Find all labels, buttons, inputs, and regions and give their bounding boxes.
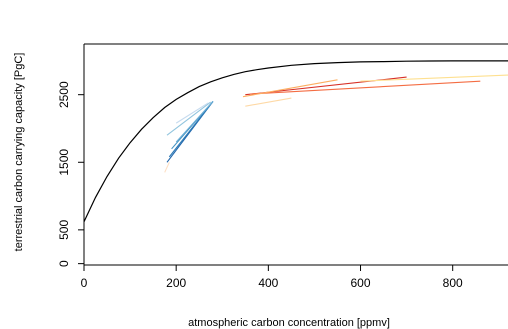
x-tick-label-0: 0 xyxy=(81,276,88,290)
series-line-9 xyxy=(242,79,338,98)
x-tick-label-2: 400 xyxy=(258,276,278,290)
series-line-11 xyxy=(245,97,292,107)
y-tick-label-0: 0 xyxy=(57,260,71,267)
y-tick-label-1: 500 xyxy=(57,220,71,240)
series-line-8 xyxy=(249,80,481,95)
series-line-5 xyxy=(175,102,209,124)
y-tick-label-2: 1500 xyxy=(57,149,71,176)
series-line-6 xyxy=(164,162,170,173)
capacity-curve xyxy=(83,60,508,222)
series-line-10 xyxy=(360,74,508,82)
x-tick-label-3: 600 xyxy=(351,276,371,290)
series-line-3 xyxy=(175,101,214,143)
x-tick-label-4: 800 xyxy=(443,276,463,290)
series-line-1 xyxy=(168,101,214,158)
series-line-4 xyxy=(166,101,212,136)
x-axis-title: atmospheric carbon concentration [ppmv] xyxy=(188,317,390,329)
y-tick-label-3: 2500 xyxy=(57,81,71,108)
y-axis-title: terrestrial carbon carrying capacity [Pg… xyxy=(13,53,25,252)
plot-marks xyxy=(83,60,508,222)
axes: 0 200 400 600 800 0 500 1500 2500 xyxy=(57,43,508,290)
x-tick-label-1: 200 xyxy=(166,276,186,290)
